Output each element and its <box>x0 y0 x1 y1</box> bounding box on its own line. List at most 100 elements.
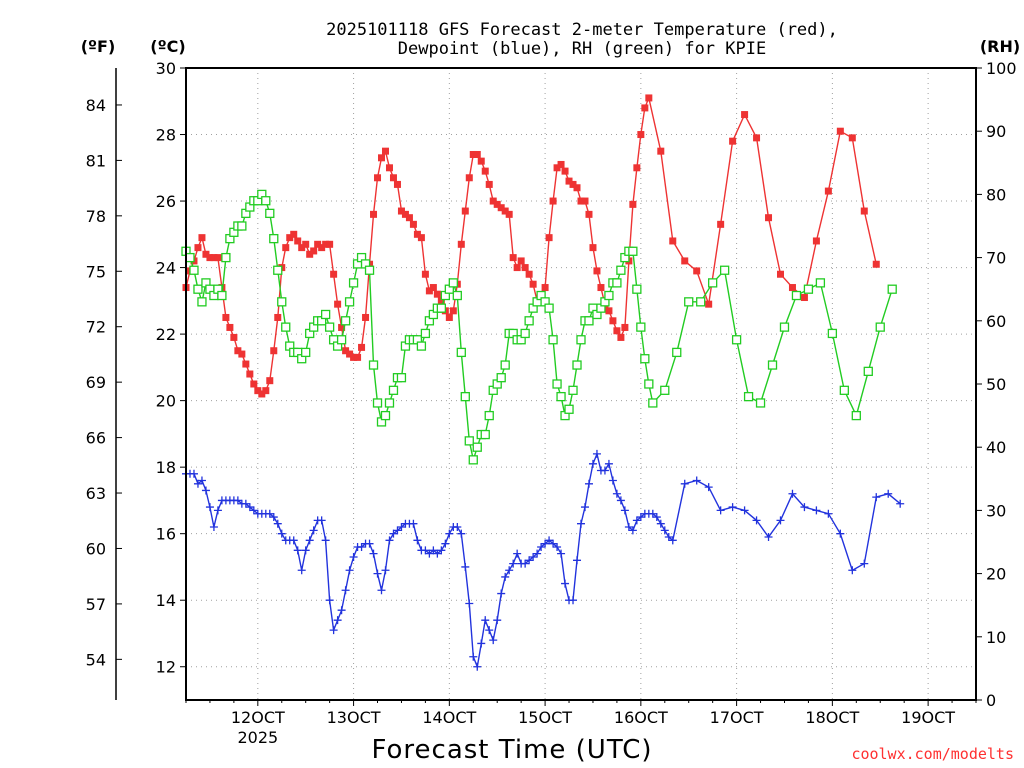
rh-point <box>193 284 203 294</box>
temperature-point <box>334 300 342 308</box>
temperature-point <box>346 350 354 358</box>
temperature-point <box>501 207 509 215</box>
temperature-point <box>417 234 425 242</box>
rh-point <box>572 360 582 370</box>
rh-point <box>863 366 873 377</box>
temperature-point <box>254 387 262 395</box>
temperature-point <box>226 323 234 331</box>
dewpoint-point <box>620 506 629 515</box>
fahrenheit-tick-label: 84 <box>86 96 106 115</box>
rh-point <box>281 322 291 332</box>
temperature-point <box>613 327 621 335</box>
dewpoint-point <box>896 499 905 508</box>
rh-point <box>456 347 466 358</box>
rh-point <box>791 290 802 301</box>
rh-point <box>696 297 706 307</box>
dewpoint-point <box>381 566 390 575</box>
temperature-point <box>234 347 242 355</box>
temperature-point <box>385 164 393 172</box>
rh-point <box>719 265 730 275</box>
dewpoint-point <box>349 552 358 561</box>
fahrenheit-tick-label: 57 <box>86 595 106 614</box>
dewpoint-point <box>704 483 713 492</box>
dewpoint-point <box>501 572 510 581</box>
temperature-point <box>362 313 370 321</box>
dewpoint-point <box>437 546 446 555</box>
temperature-point <box>230 333 238 341</box>
rh-tick-label: 40 <box>986 438 1006 457</box>
dewpoint-point <box>509 559 518 568</box>
temperature-point <box>202 250 210 258</box>
temperature-point <box>314 240 322 248</box>
celsius-tick-label: 12 <box>156 658 176 677</box>
temperature-point <box>266 377 274 385</box>
dewpoint-point <box>465 599 474 608</box>
temperature-point <box>318 244 326 252</box>
dewpoint-point <box>525 556 534 565</box>
temperature-point <box>302 240 310 248</box>
temperature-point <box>525 270 533 278</box>
temperature-point <box>322 240 330 248</box>
temperature-point <box>609 317 617 325</box>
temperature-point <box>429 284 437 292</box>
rh-point <box>416 341 427 351</box>
rh-point <box>348 278 359 288</box>
x-tick-label: 18OCT <box>805 708 859 727</box>
x-tick-label: 14OCT <box>422 708 476 727</box>
fahrenheit-tick-label: 66 <box>86 429 106 448</box>
rh-point <box>640 354 650 364</box>
temperature-point <box>513 264 521 272</box>
fahrenheit-tick-label: 72 <box>86 318 106 337</box>
rh-point <box>564 404 574 414</box>
temperature-point <box>753 134 761 142</box>
rh-point <box>839 385 849 395</box>
dewpoint-point <box>860 559 869 568</box>
rh-point <box>364 265 375 275</box>
rh-point <box>480 429 490 440</box>
rh-point <box>396 373 407 383</box>
dewpoint-point <box>660 526 669 535</box>
temperature-point <box>561 167 569 175</box>
rh-point <box>301 347 311 358</box>
temperature-point <box>597 284 605 292</box>
temperature-point <box>421 270 429 278</box>
rh-point <box>803 284 814 294</box>
temperature-point <box>800 294 808 302</box>
temperature-point <box>717 220 725 228</box>
temperature-point <box>848 134 856 142</box>
dewpoint-point <box>824 509 833 518</box>
temperature-point <box>693 267 701 275</box>
dewpoint-point <box>209 523 218 532</box>
temperature-point <box>605 307 613 315</box>
celsius-tick-label: 24 <box>156 259 176 278</box>
dewpoint-point <box>337 606 346 615</box>
dewpoint-point <box>373 569 382 578</box>
temperature-point <box>541 284 549 292</box>
temperature-point <box>306 250 314 258</box>
dewpoint-point <box>884 489 893 498</box>
rh-point <box>448 278 458 288</box>
dewpoint-point <box>189 469 198 478</box>
rh-point <box>827 328 838 339</box>
dewpoint-point <box>249 506 258 515</box>
dewpoint-point <box>545 536 554 545</box>
temperature-point <box>493 200 501 208</box>
rh-point <box>632 284 642 294</box>
dewpoint-point <box>612 489 621 498</box>
rh-point <box>273 265 283 275</box>
dewpoint-point <box>836 529 845 538</box>
temperature-point <box>765 214 773 222</box>
temperature-point <box>529 280 537 288</box>
dewpoint-point <box>577 519 585 528</box>
temperature-point <box>242 360 250 368</box>
rh-point <box>672 347 682 358</box>
dewpoint-point <box>652 513 661 522</box>
temperature-point <box>776 270 784 278</box>
temperature-point <box>681 257 689 265</box>
chart-title-line-2: Dewpoint (blue), RH (green) for KPIE <box>398 39 766 59</box>
dewpoint-point <box>616 496 625 505</box>
rh-point <box>612 278 622 288</box>
dewpoint-point <box>377 586 386 595</box>
dewpoint-point <box>740 506 749 515</box>
temperature-point <box>872 260 880 268</box>
